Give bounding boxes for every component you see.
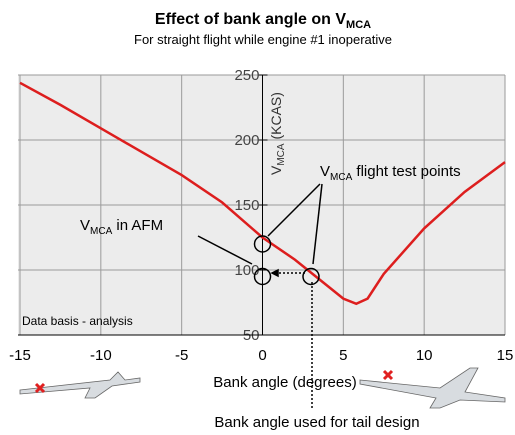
y-tick-label: 250 [234,67,259,84]
annotation-rest: flight test points [352,163,460,180]
x-tick-label: 5 [339,347,347,364]
title-sub: MCA [346,19,371,31]
ylabel-sub: MCA [276,143,287,166]
annotation-rest: in AFM [112,217,163,234]
title-text: Effect of bank angle on V [155,11,346,28]
annotation-text: V [80,217,90,234]
annotation-text: V [320,163,330,180]
airplane-right [360,368,505,408]
x-tick-label: -10 [90,347,112,364]
chart-title: Effect of bank angle on VMCA [155,11,371,31]
annotation: Data basis - analysis [22,314,133,328]
x-tick-label: 10 [416,347,433,364]
x-tick-label: -15 [9,347,31,364]
airplane-left [20,372,140,398]
ylabel-rest: (KCAS) [268,92,284,143]
annotation: Bank angle used for tail design [214,414,419,431]
x-tick-label: 0 [258,347,266,364]
x-axis-label: Bank angle (degrees) [213,374,356,391]
annotation-sub: MCA [330,172,353,183]
y-tick-label: 150 [234,197,259,214]
chart-subtitle: For straight flight while engine #1 inop… [134,32,392,47]
annotation-sub: MCA [90,226,113,237]
x-tick-label: 15 [497,347,514,364]
chart: Effect of bank angle on VMCA For straigh… [0,0,515,435]
x-tick-label: -5 [175,347,188,364]
y-tick-label: 200 [234,132,259,149]
y-tick-label: 100 [234,262,259,279]
